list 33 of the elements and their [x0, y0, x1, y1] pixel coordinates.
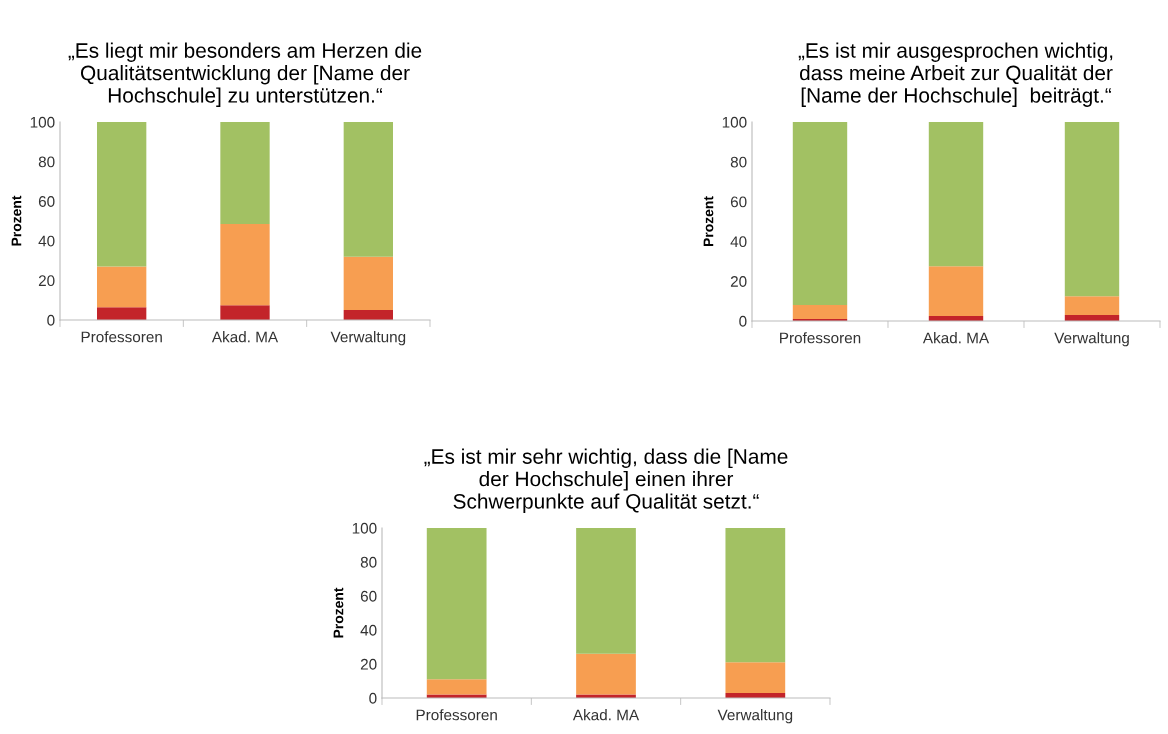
chart-title: „Es ist mir ausgesprochen wichtig, dass meine Arbeit zur Qualität der [Name der Hochschule] beiträgt.“ — [798, 42, 1113, 107]
y-tick-label: 80 — [730, 156, 747, 168]
y-tick-label: 100 — [30, 116, 55, 128]
chart-title: „Es liegt mir besonders am Herzen die Qualitätsentwicklung der [Name der Hochschule] zu unterstützen.“ — [68, 42, 422, 107]
x-tick-label: Verwaltung — [330, 331, 406, 346]
y-tick-label: 60 — [38, 196, 55, 207]
y-tick-label: 40 — [360, 624, 377, 636]
y-tick-label: 0 — [369, 692, 377, 704]
y-tick-label: 80 — [38, 156, 55, 168]
y-axis-title: Prozent — [333, 587, 344, 638]
y-tick-label: 20 — [38, 275, 55, 287]
y-axis-title: Prozent — [11, 195, 22, 246]
y-tick-label: 0 — [739, 315, 747, 327]
y-tick-label: 40 — [38, 235, 55, 247]
x-tick-label: Professoren — [780, 332, 861, 344]
x-tick-label: Akad. MA — [211, 331, 279, 343]
x-tick-label: Professoren — [81, 331, 162, 343]
y-tick-label: 100 — [352, 522, 377, 534]
x-tick-label: Akad. MA — [572, 709, 640, 721]
y-tick-label: 60 — [730, 196, 747, 208]
x-tick-label: Akad. MA — [922, 332, 990, 344]
chart-title: „Es ist mir sehr wichtig, dass die [Name der Hochschule] einen ihrer Schwerpunkte auf Qualität setzt.“ — [424, 448, 788, 513]
y-tick-label: 80 — [360, 556, 377, 568]
x-tick-label: Verwaltung — [1054, 332, 1129, 347]
y-tick-label: 20 — [730, 276, 747, 287]
x-tick-label: Professoren — [416, 709, 497, 721]
y-tick-label: 100 — [722, 116, 747, 128]
y-tick-label: 40 — [730, 236, 747, 248]
y-tick-label: 20 — [360, 658, 377, 670]
y-tick-label: 60 — [360, 590, 377, 602]
y-axis-title: Prozent — [703, 196, 714, 247]
y-tick-label: 0 — [47, 314, 55, 326]
x-tick-label: Verwaltung — [717, 709, 793, 724]
